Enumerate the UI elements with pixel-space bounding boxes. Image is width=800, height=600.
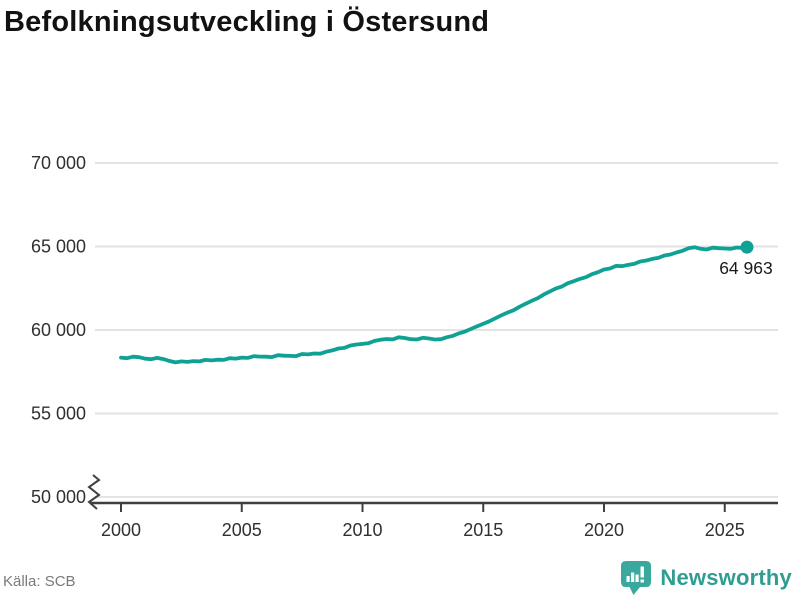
y-axis-tick-label: 65 000 xyxy=(31,237,86,257)
population-line-chart: 50 000 55 000 60 000 65 000 70 000 2000 2005 20… xyxy=(31,153,778,540)
population-line-series xyxy=(119,245,749,365)
x-axis-tick-label: 2000 xyxy=(101,520,141,540)
x-axis-tick-label: 2025 xyxy=(705,520,745,540)
axis-break-icon xyxy=(87,474,101,510)
chart-title: Befolkningsutveckling i Östersund xyxy=(4,6,490,38)
source-note: Källa: SCB xyxy=(3,573,76,590)
last-point-marker xyxy=(740,240,754,254)
x-axis-tick-label: 2005 xyxy=(222,520,262,540)
y-axis-tick-label: 50 000 xyxy=(31,487,86,507)
x-axis-tick-label: 2020 xyxy=(584,520,624,540)
newsworthy-logo-icon xyxy=(621,561,652,595)
y-axis-tick-label: 60 000 xyxy=(31,320,86,340)
newsworthy-logo-text: Newsworthy xyxy=(660,565,792,590)
newsworthy-logo[interactable]: Newsworthy xyxy=(620,560,792,596)
x-axis-tick-label: 2015 xyxy=(463,520,503,540)
y-axis-tick-label: 55 000 xyxy=(31,404,86,424)
x-axis-tick-label: 2010 xyxy=(342,520,382,540)
y-axis-tick-label: 70 000 xyxy=(31,153,86,173)
last-value-label: 64 963 xyxy=(719,258,773,278)
chart-footer: Källa: SCB Newsworthy xyxy=(0,558,800,600)
